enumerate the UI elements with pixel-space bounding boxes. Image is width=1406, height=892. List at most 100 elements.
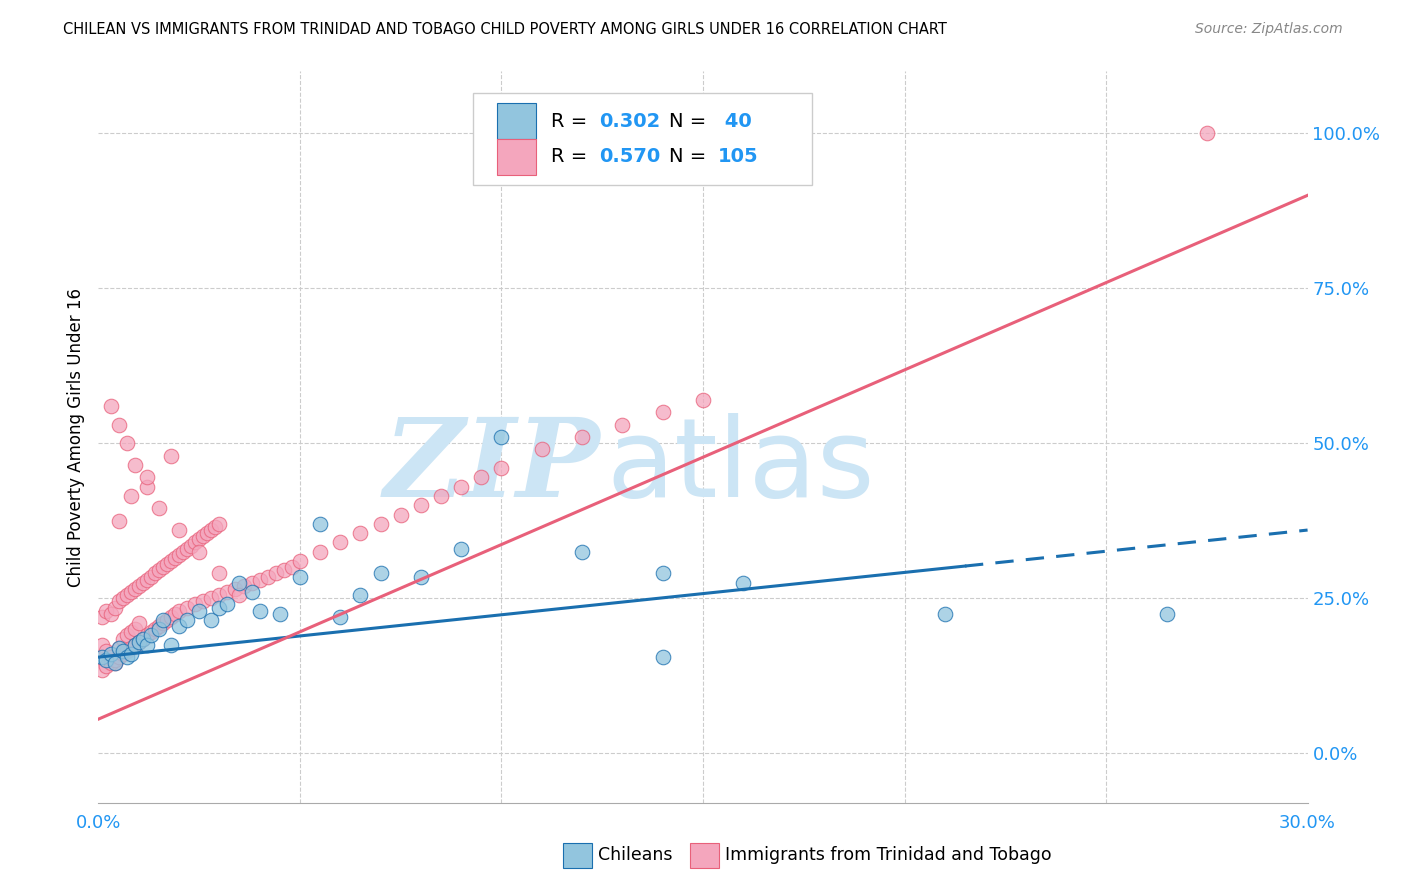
Point xyxy=(200,613,222,627)
Text: ZIP: ZIP xyxy=(384,413,600,520)
Point xyxy=(132,575,155,590)
Point xyxy=(232,579,254,593)
Point xyxy=(115,650,138,665)
Point xyxy=(120,625,142,640)
Point xyxy=(135,628,157,642)
Point xyxy=(132,632,155,646)
Point xyxy=(96,604,118,618)
Text: atlas: atlas xyxy=(606,413,875,520)
Point xyxy=(152,615,174,630)
Text: 40: 40 xyxy=(717,112,751,130)
Text: Immigrants from Trinidad and Tobago: Immigrants from Trinidad and Tobago xyxy=(724,847,1052,864)
Point xyxy=(349,588,371,602)
Point xyxy=(1156,607,1178,621)
Point xyxy=(143,622,166,636)
Text: CHILEAN VS IMMIGRANTS FROM TRINIDAD AND TOBAGO CHILD POVERTY AMONG GIRLS UNDER 1: CHILEAN VS IMMIGRANTS FROM TRINIDAD AND … xyxy=(63,22,948,37)
Point xyxy=(692,392,714,407)
Point xyxy=(217,585,239,599)
Point xyxy=(103,657,125,671)
Text: R =: R = xyxy=(551,112,593,130)
Point xyxy=(91,650,114,665)
Point xyxy=(208,588,231,602)
Point xyxy=(733,575,755,590)
Y-axis label: Child Poverty Among Girls Under 16: Child Poverty Among Girls Under 16 xyxy=(66,287,84,587)
Text: 0.570: 0.570 xyxy=(599,147,661,167)
Point xyxy=(107,640,129,655)
Point xyxy=(100,650,122,665)
Point xyxy=(329,610,352,624)
Point xyxy=(349,526,371,541)
Point xyxy=(100,657,122,671)
Point xyxy=(430,489,453,503)
Text: 0.302: 0.302 xyxy=(599,112,661,130)
Point xyxy=(193,529,215,543)
Point xyxy=(135,638,157,652)
Point xyxy=(450,541,472,556)
FancyBboxPatch shape xyxy=(562,843,592,868)
Point xyxy=(124,622,146,636)
Point xyxy=(160,554,183,568)
Text: Source: ZipAtlas.com: Source: ZipAtlas.com xyxy=(1195,22,1343,37)
Point xyxy=(651,650,673,665)
Point xyxy=(139,628,162,642)
Point xyxy=(1195,126,1218,140)
Point xyxy=(152,613,174,627)
Point xyxy=(409,569,432,583)
Point xyxy=(167,604,190,618)
Point xyxy=(128,634,150,648)
Point xyxy=(208,516,231,531)
Point xyxy=(389,508,412,522)
Point xyxy=(571,545,593,559)
Point xyxy=(200,591,222,606)
Point xyxy=(91,638,114,652)
Text: N =: N = xyxy=(669,147,713,167)
Point xyxy=(128,634,150,648)
Point xyxy=(273,563,295,577)
Point xyxy=(139,625,162,640)
Point xyxy=(163,607,186,621)
Point xyxy=(91,610,114,624)
Point xyxy=(148,563,170,577)
Point xyxy=(115,588,138,602)
Point xyxy=(107,594,129,608)
Point xyxy=(100,607,122,621)
Point xyxy=(111,644,134,658)
Point xyxy=(107,650,129,665)
Point xyxy=(120,489,142,503)
Point xyxy=(148,501,170,516)
Point xyxy=(249,573,271,587)
Point xyxy=(111,632,134,646)
Point xyxy=(139,569,162,583)
Point xyxy=(370,566,392,581)
Point xyxy=(269,607,291,621)
Point xyxy=(103,653,125,667)
Text: 105: 105 xyxy=(717,147,758,167)
Point xyxy=(228,575,250,590)
Text: Chileans: Chileans xyxy=(598,847,672,864)
FancyBboxPatch shape xyxy=(474,94,811,185)
Point xyxy=(934,607,956,621)
Point xyxy=(91,663,114,677)
Point xyxy=(249,604,271,618)
Point xyxy=(120,647,142,661)
Point xyxy=(124,582,146,596)
Point xyxy=(530,442,553,457)
Point xyxy=(160,610,183,624)
Point xyxy=(120,640,142,655)
Point xyxy=(111,591,134,606)
Point xyxy=(135,573,157,587)
Point xyxy=(135,480,157,494)
Point xyxy=(409,498,432,512)
Point xyxy=(264,566,287,581)
Point xyxy=(491,430,513,444)
Point xyxy=(128,615,150,630)
Point xyxy=(281,560,304,574)
Point xyxy=(208,566,231,581)
Point xyxy=(152,560,174,574)
Point xyxy=(107,417,129,432)
Point xyxy=(167,619,190,633)
Point xyxy=(124,638,146,652)
Point xyxy=(188,545,211,559)
Point xyxy=(103,600,125,615)
Point xyxy=(132,632,155,646)
